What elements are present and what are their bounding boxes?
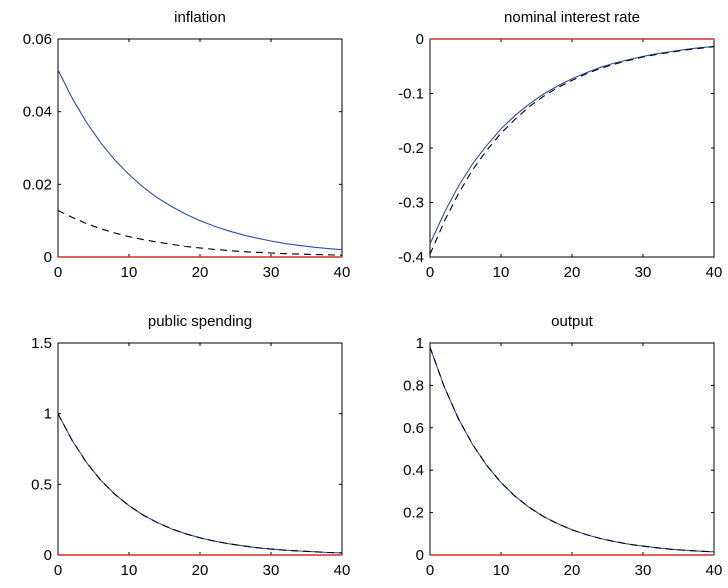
panel-title: public spending bbox=[148, 313, 252, 330]
x-tick-label: 10 bbox=[493, 264, 510, 281]
plot-area bbox=[57, 38, 343, 258]
plot-area bbox=[57, 342, 343, 556]
x-tick-label: 30 bbox=[263, 562, 280, 579]
y-tick-label: 0.8 bbox=[403, 377, 424, 394]
x-tick-label: 0 bbox=[54, 562, 62, 579]
series-line-solid bbox=[429, 46, 715, 245]
x-tick-label: 0 bbox=[54, 264, 62, 281]
y-tick-label: 0.02 bbox=[23, 176, 52, 193]
panel-output: output 0 10 20 30 40 0 0.2 0.4 0.6 0.8 1 bbox=[403, 313, 722, 579]
panel-title: inflation bbox=[174, 9, 226, 26]
y-tick-label: 0 bbox=[416, 31, 424, 48]
x-tick-label: 20 bbox=[192, 562, 209, 579]
panel-nominal-interest-rate: nominal interest rate 0 10 20 30 40 -0.4 -0.3 -… bbox=[398, 9, 722, 281]
y-tick-label: 0 bbox=[44, 547, 52, 564]
x-tick-label: 0 bbox=[426, 562, 434, 579]
x-tick-label: 30 bbox=[263, 264, 280, 281]
y-tick-label: 1 bbox=[416, 335, 424, 352]
series-line-dashed bbox=[57, 210, 343, 256]
series-line-dashed bbox=[57, 413, 343, 554]
y-tick-label: 0.5 bbox=[31, 476, 52, 493]
x-tick-label: 40 bbox=[334, 264, 351, 281]
y-tick-label: 1 bbox=[44, 406, 52, 423]
x-tick-label: 10 bbox=[121, 264, 138, 281]
x-tick-label: 40 bbox=[334, 562, 351, 579]
y-tick-label: 0.2 bbox=[403, 505, 424, 522]
panel-public-spending: public spending 0 10 20 30 40 0 0.5 1 1.5 bbox=[31, 313, 350, 579]
x-tick-label: 0 bbox=[426, 264, 434, 281]
plot-area bbox=[429, 342, 715, 556]
x-tick-label: 20 bbox=[564, 264, 581, 281]
y-tick-label: -0.2 bbox=[398, 140, 424, 157]
x-tick-label: 40 bbox=[706, 264, 723, 281]
series-line-solid bbox=[57, 69, 343, 251]
y-tick-label: 0.04 bbox=[23, 104, 52, 121]
panel-title: output bbox=[551, 313, 594, 330]
x-tick-label: 40 bbox=[706, 562, 723, 579]
y-tick-label: 0.6 bbox=[403, 420, 424, 437]
x-tick-label: 10 bbox=[493, 562, 510, 579]
series-line-dashed bbox=[429, 46, 715, 255]
panel-title: nominal interest rate bbox=[504, 9, 640, 26]
y-tick-label: 1.5 bbox=[31, 335, 52, 352]
x-tick-label: 20 bbox=[564, 562, 581, 579]
x-tick-label: 30 bbox=[635, 264, 652, 281]
y-tick-label: 0.4 bbox=[403, 462, 424, 479]
panel-inflation: inflation 0 10 20 30 40 0 0.02 0.04 0.06 bbox=[23, 9, 351, 281]
y-tick-label: 0 bbox=[416, 547, 424, 564]
y-tick-label: -0.4 bbox=[398, 249, 424, 266]
y-tick-label: 0 bbox=[44, 249, 52, 266]
x-tick-label: 10 bbox=[121, 562, 138, 579]
series-line-dashed bbox=[429, 347, 715, 553]
y-tick-label: -0.3 bbox=[398, 195, 424, 212]
y-tick-label: 0.06 bbox=[23, 31, 52, 48]
y-tick-label: -0.1 bbox=[398, 86, 424, 103]
x-tick-label: 20 bbox=[192, 264, 209, 281]
plot-area bbox=[429, 38, 715, 258]
x-tick-label: 30 bbox=[635, 562, 652, 579]
